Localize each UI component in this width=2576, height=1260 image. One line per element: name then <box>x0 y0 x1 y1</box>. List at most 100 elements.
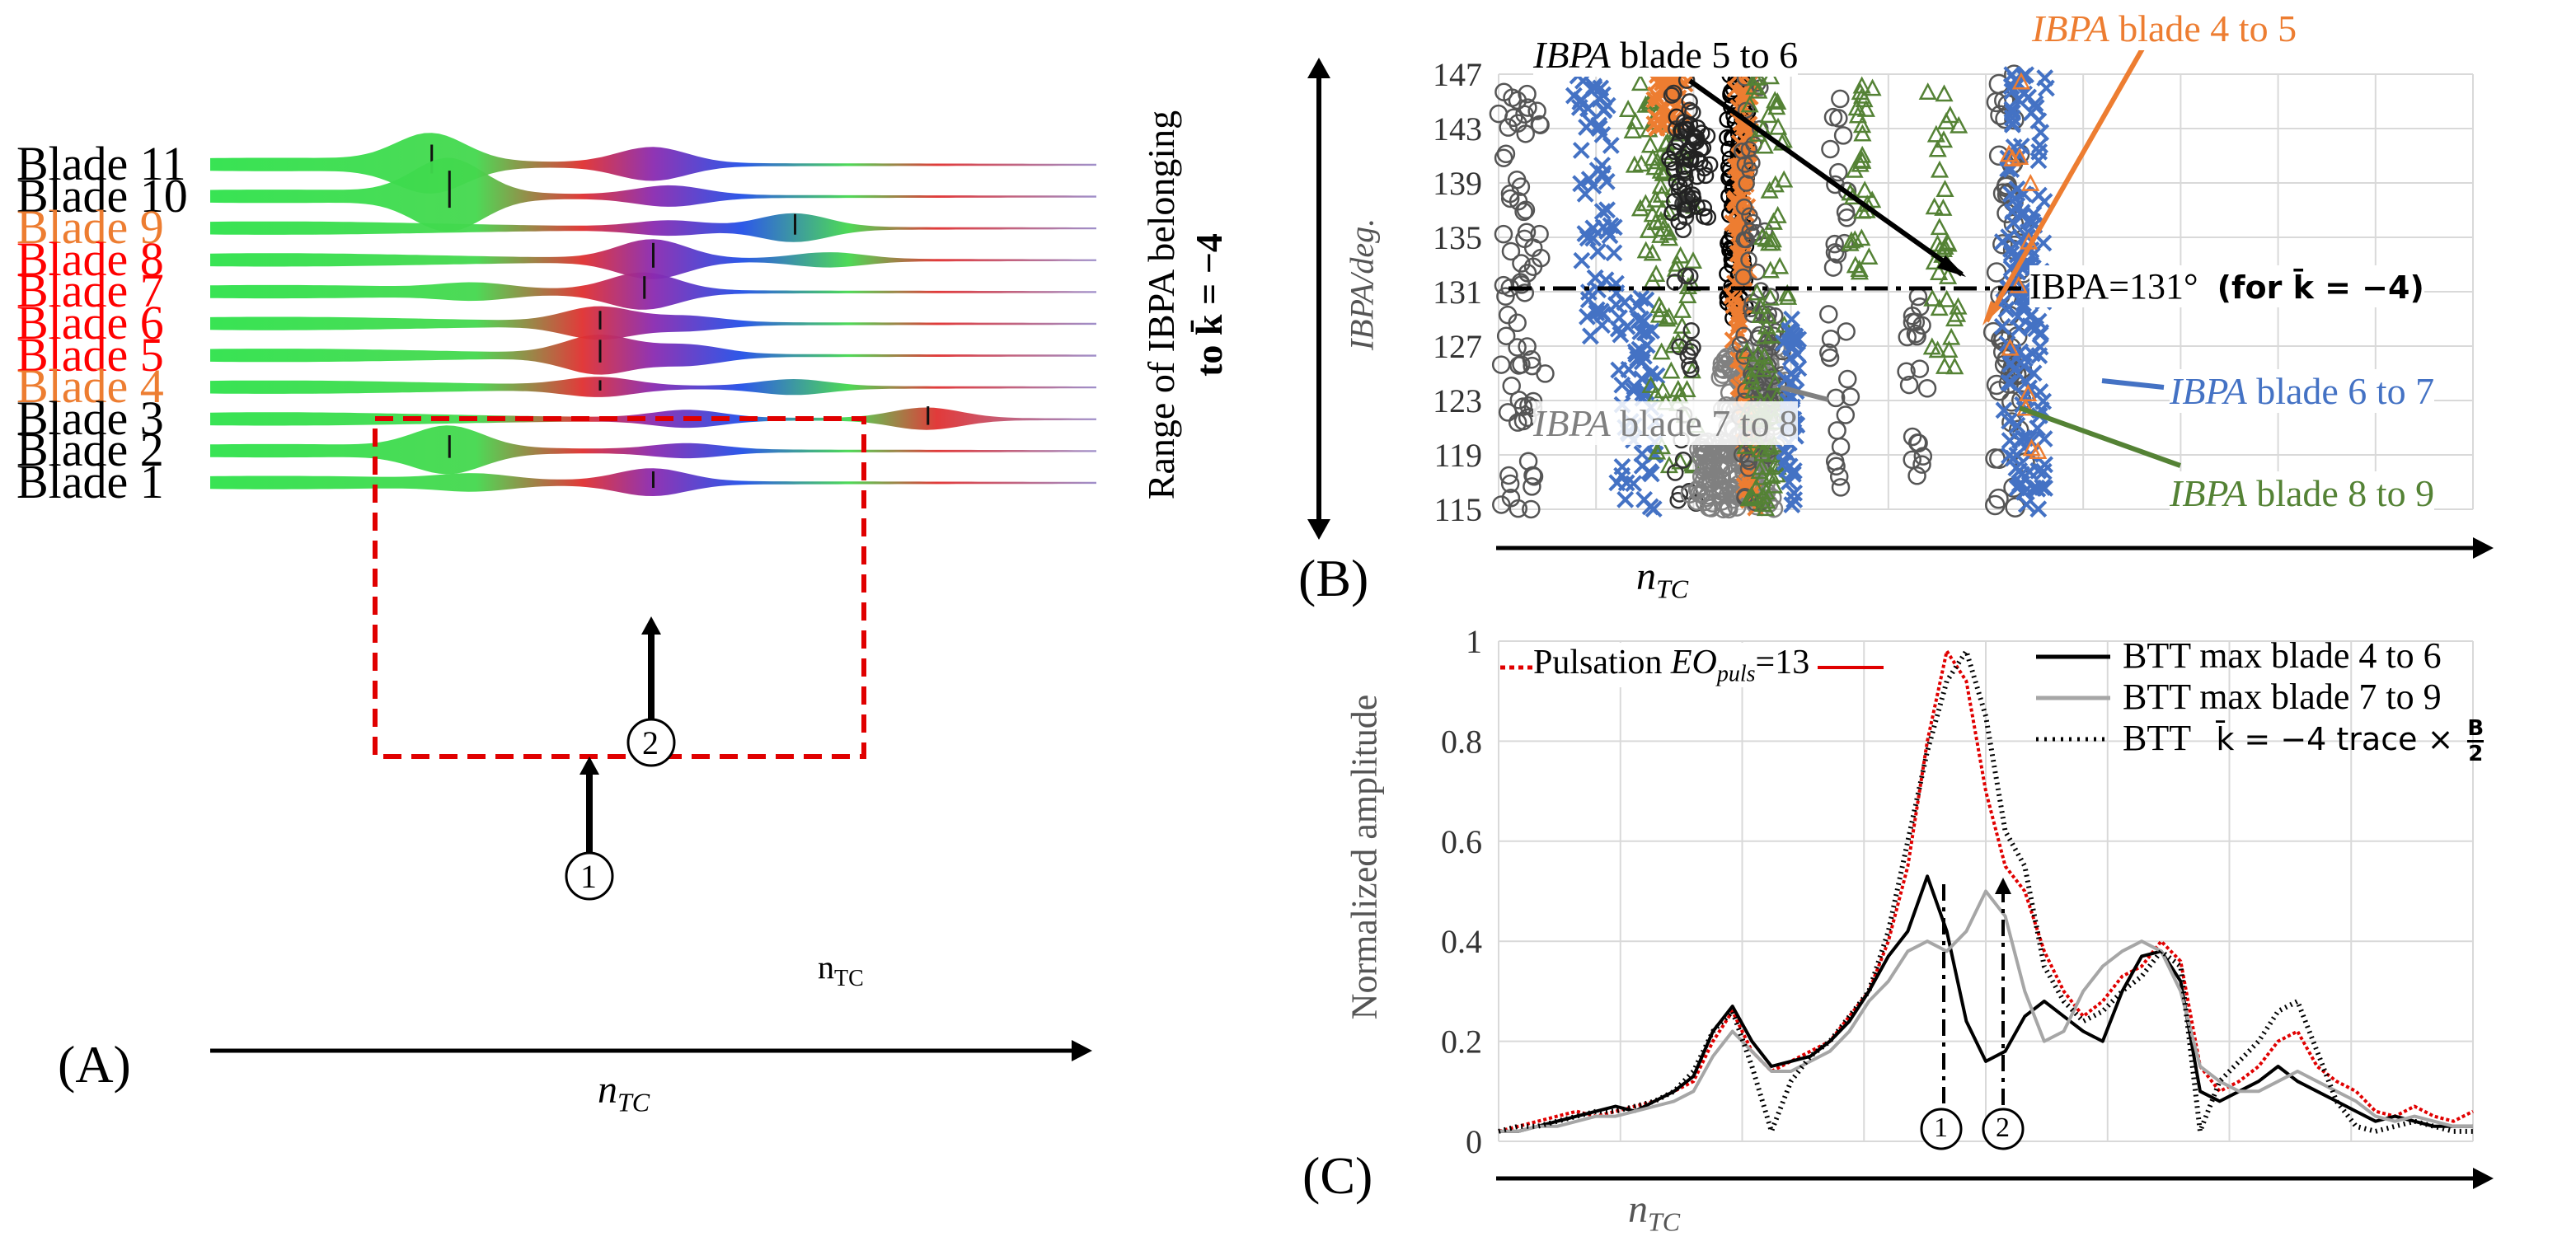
scatter-point <box>1617 474 1635 492</box>
scatter-point <box>1836 405 1856 424</box>
panel-c-xlabel-sub: TC <box>1648 1206 1681 1237</box>
panel-c-ytick: 0.2 <box>1441 1023 1482 1061</box>
scatter-point <box>1647 265 1666 282</box>
scatter-point <box>1737 341 1757 359</box>
scatter-point <box>1572 142 1590 159</box>
scatter-point <box>2029 152 2048 170</box>
blade-label: Blade 10 <box>16 168 188 222</box>
scatter-point <box>1775 170 1794 188</box>
scatter-point <box>1695 199 1713 217</box>
scatter-point <box>1852 115 1872 133</box>
scatter-point <box>1491 355 1511 374</box>
scatter-point <box>1710 444 1729 464</box>
scatter-point <box>1652 437 1672 455</box>
scatter-point <box>1739 489 1758 507</box>
scatter-point <box>1681 150 1699 168</box>
scatter-point <box>1659 222 1678 241</box>
scatter-point <box>1523 238 1543 257</box>
scatter-point <box>2029 442 2048 459</box>
scatter-point <box>1640 135 1660 153</box>
annotation-arrowhead-5-6 <box>1937 255 1966 277</box>
scatter-point <box>2021 317 2039 335</box>
scatter-point <box>1701 474 1721 493</box>
scatter-point <box>1823 258 1843 277</box>
scatter-point <box>1825 452 1845 471</box>
scatter-point <box>1593 203 1612 221</box>
scatter-point <box>1742 366 1761 384</box>
scatter-point <box>1757 229 1776 247</box>
scatter-point <box>1852 76 1871 94</box>
scatter-point <box>1518 264 1537 283</box>
blade-band <box>210 407 1096 430</box>
scatter-point <box>1942 327 1961 345</box>
scatter-point <box>1688 167 1706 185</box>
scatter-point <box>1747 478 1766 496</box>
scatter-point <box>1828 162 1848 182</box>
scatter-point <box>1639 221 1658 238</box>
scatter-point <box>1768 92 1787 110</box>
scatter-point <box>2019 384 2038 401</box>
scatter-point <box>1641 498 1659 516</box>
scatter-point <box>1738 170 1756 187</box>
annotation-7-8-ibpa: IBPA <box>1533 402 1611 444</box>
scatter-point <box>1760 180 1779 199</box>
scatter-point <box>1496 326 1516 345</box>
scatter-point <box>2001 432 2019 450</box>
scatter-point <box>1694 139 1712 157</box>
scatter-point <box>2038 79 2055 97</box>
annotation-8-9-text: blade 8 to 9 <box>2246 472 2435 514</box>
scatter-point <box>1912 455 1931 474</box>
scatter-point <box>1578 119 1595 136</box>
panel-b-label: (B) <box>1298 549 1369 607</box>
scatter-point <box>1513 411 1533 431</box>
blade-label: Blade 5 <box>16 327 164 382</box>
scatter-point <box>1536 364 1555 383</box>
scatter-point <box>1936 112 1956 129</box>
scatter-point <box>1674 221 1692 238</box>
blade-band <box>210 157 1096 232</box>
scatter-point <box>1764 212 1783 230</box>
scatter-point <box>1633 457 1651 475</box>
scatter-point <box>1762 233 1782 251</box>
reference-line-value: IBPA=131° <box>2029 266 2198 307</box>
scatter-point <box>2002 245 2020 263</box>
scatter-point <box>1634 384 1652 402</box>
panel-b-points <box>1489 64 2055 519</box>
scatter-point <box>1856 180 1875 199</box>
blade-band <box>210 213 1096 242</box>
scatter-point <box>1509 356 1528 375</box>
scatter-point <box>1511 273 1530 292</box>
pulsation-label: Pulsation EOpuls=13 <box>1533 643 1810 688</box>
scatter-point <box>1618 317 1636 335</box>
annotation-5-6-text: blade 5 to 6 <box>1610 34 1799 76</box>
scatter-point <box>1751 306 1770 324</box>
scatter-point <box>2008 197 2026 214</box>
panel-a-label: (A) <box>58 1035 131 1094</box>
scatter-point <box>1683 251 1703 269</box>
panel-b-xlabel: nTC <box>1636 554 1688 605</box>
scatter-point <box>1989 380 2010 401</box>
scatter-point <box>1735 231 1753 248</box>
scatter-point <box>1507 170 1527 190</box>
scatter-point <box>1494 224 1513 244</box>
panel-c-legend-lines <box>2036 654 2110 742</box>
legend-entry-3-btt: BTT <box>2123 718 2191 758</box>
scatter-point <box>1750 296 1769 314</box>
scatter-point <box>1630 311 1648 330</box>
scatter-point <box>1743 352 1762 370</box>
scatter-point <box>1523 477 1541 496</box>
scatter-point <box>2021 173 2040 191</box>
scatter-point <box>1646 213 1665 231</box>
scatter-point <box>1513 397 1533 416</box>
scatter-point <box>1514 202 1533 222</box>
scatter-point <box>1498 305 1518 325</box>
blade-band <box>210 425 1096 475</box>
scatter-point <box>1829 467 1849 486</box>
panel-b-y-range-line1: Range of IBPA belonging <box>1140 110 1182 500</box>
scatter-point <box>1677 380 1696 397</box>
scatter-point <box>1841 387 1860 406</box>
scatter-point <box>1724 297 1743 315</box>
marker-c1-text: 1 <box>1934 1112 1948 1143</box>
scatter-point <box>1938 232 1957 251</box>
